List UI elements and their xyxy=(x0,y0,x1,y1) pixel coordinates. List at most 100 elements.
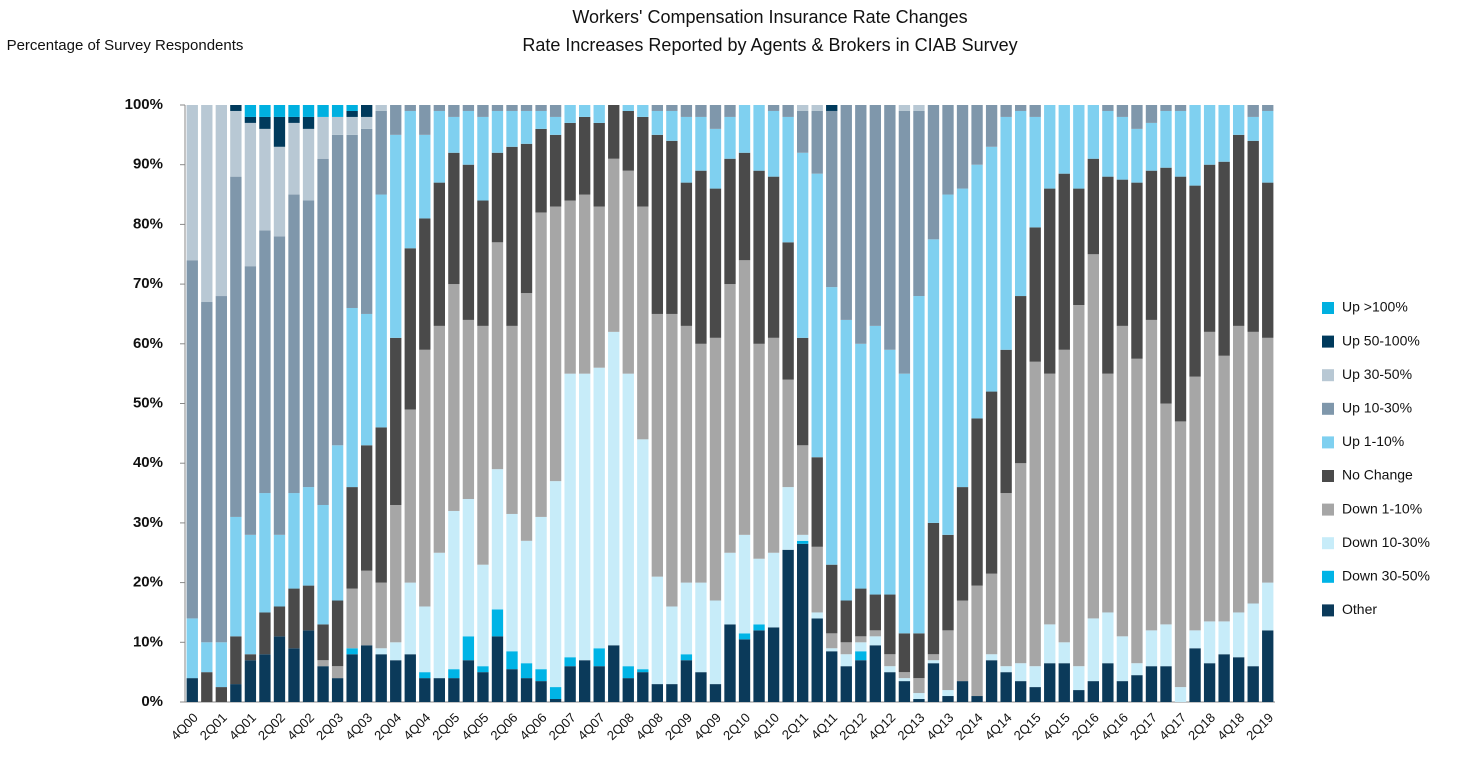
bar-segment xyxy=(506,146,518,326)
bar-segment xyxy=(375,194,387,428)
bar-segment xyxy=(1189,376,1201,631)
bar-segment xyxy=(1145,105,1158,123)
bar-segment xyxy=(913,110,925,297)
x-tick-label: 4Q01 xyxy=(226,710,259,743)
bar-segment xyxy=(1189,648,1201,702)
bar-segment xyxy=(782,116,794,243)
bar-segment xyxy=(230,636,242,685)
bar-segment xyxy=(738,633,751,640)
bar-segment xyxy=(593,122,605,207)
bar-segment xyxy=(259,612,271,655)
bar-segment xyxy=(1014,681,1027,702)
x-tick-label: 2Q14 xyxy=(953,710,986,743)
legend-label: Down 10-30% xyxy=(1342,534,1430,550)
bar-segment xyxy=(666,606,678,685)
bar-segment xyxy=(869,645,882,702)
bar-segment xyxy=(767,176,780,338)
bar-segment xyxy=(709,128,722,189)
x-tick-label: 4Q09 xyxy=(691,710,724,743)
bar-segment xyxy=(578,660,591,702)
bar-segment xyxy=(622,678,634,702)
bar-segment xyxy=(520,678,533,702)
bar-segment xyxy=(1116,116,1129,180)
bar-segment xyxy=(230,110,242,177)
x-tick-label: 4Q06 xyxy=(517,710,550,743)
bar-segment xyxy=(520,540,533,664)
bar-segment xyxy=(375,648,387,655)
bar-segment xyxy=(346,307,358,488)
bar-segment xyxy=(419,218,431,350)
bar-segment xyxy=(535,110,547,129)
bar-segment xyxy=(971,164,983,419)
bar-segment xyxy=(637,116,649,207)
bar-segment xyxy=(1014,296,1027,464)
bar-segment xyxy=(564,105,576,123)
bar-segment xyxy=(884,594,896,655)
bar-segment xyxy=(520,143,533,294)
bar-segment xyxy=(535,128,547,213)
bar-segment xyxy=(913,699,925,702)
bar-segment xyxy=(840,642,852,655)
bar-segment xyxy=(448,669,460,679)
bar-segment xyxy=(477,666,489,673)
bar-segment xyxy=(346,487,358,589)
bar-segment xyxy=(869,636,882,646)
bar-segment xyxy=(346,105,358,111)
bar-segment xyxy=(578,194,591,374)
bar-segment xyxy=(259,654,271,702)
bar-segment xyxy=(695,170,707,344)
bar-segment xyxy=(811,612,823,619)
bar-segment xyxy=(811,173,823,458)
bar-segment xyxy=(448,284,460,511)
bar-segment xyxy=(346,654,358,702)
bar-segment xyxy=(680,105,693,117)
bar-segment xyxy=(913,633,925,679)
bar-segment xyxy=(346,134,358,308)
bar-segment xyxy=(738,105,751,153)
legend-swatch xyxy=(1322,335,1334,348)
bar-segment xyxy=(1116,179,1129,326)
bar-segment xyxy=(1014,463,1027,664)
bar-segment xyxy=(419,606,431,673)
bar-segment xyxy=(884,654,896,667)
x-tick-label: 4Q14 xyxy=(982,710,1015,743)
x-tick-label: 4Q00 xyxy=(168,710,201,743)
bar-segment xyxy=(1203,331,1216,622)
bar-segment xyxy=(1102,663,1114,702)
bar-segment xyxy=(942,690,954,697)
legend-label: Up >100% xyxy=(1342,299,1408,315)
bar-segment xyxy=(1145,170,1158,320)
x-tick-label: 4Q03 xyxy=(342,710,375,743)
x-tick-label: 4Q07 xyxy=(575,710,608,743)
bar-segment xyxy=(855,588,867,637)
bar-segment xyxy=(1044,624,1056,664)
bar-segment xyxy=(390,134,402,338)
bar-segment xyxy=(1102,373,1114,613)
bar-segment xyxy=(1247,140,1259,332)
legend-label: Down 30-50% xyxy=(1342,568,1430,584)
bar-segment xyxy=(898,105,911,111)
bar-segment xyxy=(302,116,315,129)
bar-segment xyxy=(462,164,475,320)
bar-segment xyxy=(884,105,896,350)
bar-segment xyxy=(433,678,446,702)
bar-segment xyxy=(331,116,344,135)
bar-segment xyxy=(1262,110,1274,183)
x-tick-label: 4Q16 xyxy=(1098,710,1131,743)
bar-segment xyxy=(288,105,300,117)
bar-segment xyxy=(884,666,896,673)
bar-segment xyxy=(230,105,242,111)
bar-segment xyxy=(1073,690,1085,702)
bar-segment xyxy=(1102,105,1114,111)
bar-segment xyxy=(419,134,431,219)
y-tick-label: 50% xyxy=(133,394,163,411)
bar-segment xyxy=(1160,666,1172,702)
bar-segment xyxy=(956,681,969,702)
bar-segment xyxy=(709,600,722,685)
x-tick-label: 2Q07 xyxy=(546,710,579,743)
bar-segment xyxy=(724,116,736,159)
bar-segment xyxy=(608,331,620,646)
bar-segment xyxy=(1073,304,1085,667)
bar-segment xyxy=(433,325,446,553)
